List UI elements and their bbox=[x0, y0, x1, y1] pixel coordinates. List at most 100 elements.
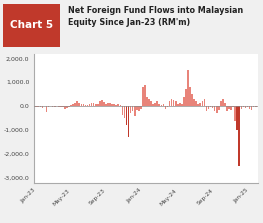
Bar bbox=[165, 106, 166, 109]
Bar bbox=[175, 101, 176, 106]
Bar bbox=[42, 106, 43, 108]
Bar bbox=[118, 104, 119, 106]
Bar bbox=[36, 106, 37, 107]
Bar bbox=[109, 103, 111, 106]
Bar bbox=[87, 105, 88, 106]
Bar bbox=[228, 106, 230, 109]
Bar bbox=[140, 106, 142, 109]
Bar bbox=[128, 106, 129, 137]
Bar bbox=[138, 106, 140, 111]
Bar bbox=[154, 103, 156, 106]
Bar bbox=[58, 106, 60, 107]
Bar bbox=[179, 103, 181, 106]
Bar bbox=[249, 106, 250, 109]
Bar bbox=[146, 97, 148, 106]
Text: Chart 5: Chart 5 bbox=[10, 20, 53, 30]
Bar bbox=[195, 101, 197, 106]
Bar bbox=[62, 106, 64, 107]
Bar bbox=[101, 100, 103, 106]
Bar bbox=[230, 106, 232, 110]
Bar bbox=[80, 104, 82, 106]
Bar bbox=[173, 100, 174, 106]
Bar bbox=[159, 104, 160, 106]
Bar bbox=[204, 99, 205, 106]
Bar bbox=[74, 103, 76, 106]
Bar bbox=[93, 103, 94, 106]
Bar bbox=[156, 101, 158, 106]
Bar bbox=[210, 106, 211, 107]
Bar bbox=[218, 106, 220, 110]
Bar bbox=[54, 106, 55, 107]
Bar bbox=[91, 103, 92, 106]
Bar bbox=[239, 106, 240, 166]
Bar bbox=[132, 106, 133, 111]
Bar bbox=[77, 101, 78, 106]
Bar bbox=[251, 106, 252, 110]
Bar bbox=[52, 106, 53, 107]
Bar bbox=[198, 104, 199, 106]
Bar bbox=[48, 106, 49, 107]
Bar bbox=[119, 105, 121, 106]
Bar bbox=[169, 101, 170, 106]
Bar bbox=[212, 106, 214, 108]
Bar bbox=[193, 99, 195, 106]
FancyBboxPatch shape bbox=[3, 4, 60, 47]
Bar bbox=[46, 106, 47, 112]
Bar bbox=[245, 106, 246, 108]
Bar bbox=[232, 106, 234, 107]
Bar bbox=[105, 104, 107, 106]
Bar bbox=[122, 106, 123, 115]
Bar bbox=[167, 106, 168, 107]
Bar bbox=[152, 104, 154, 106]
Bar bbox=[37, 106, 39, 107]
Bar bbox=[177, 104, 179, 106]
Bar bbox=[214, 106, 215, 111]
Bar bbox=[99, 101, 101, 106]
Bar bbox=[206, 106, 207, 111]
Bar bbox=[126, 106, 127, 125]
Bar bbox=[247, 106, 248, 107]
Bar bbox=[201, 101, 203, 106]
Bar bbox=[255, 106, 256, 107]
Bar bbox=[113, 104, 115, 106]
Bar bbox=[142, 87, 144, 106]
Bar bbox=[85, 105, 86, 106]
Bar bbox=[208, 106, 209, 109]
Bar bbox=[89, 104, 90, 106]
Bar bbox=[160, 105, 162, 106]
Bar bbox=[130, 106, 132, 114]
Bar bbox=[83, 104, 84, 106]
Bar bbox=[183, 97, 185, 106]
Bar bbox=[144, 85, 146, 106]
Bar bbox=[163, 104, 164, 106]
Bar bbox=[97, 104, 99, 106]
Bar bbox=[224, 103, 226, 106]
Bar bbox=[222, 99, 224, 106]
Bar bbox=[68, 106, 70, 107]
Bar bbox=[242, 106, 244, 107]
Bar bbox=[185, 89, 187, 106]
Bar bbox=[220, 101, 222, 106]
Bar bbox=[150, 101, 152, 106]
Bar bbox=[111, 104, 113, 106]
Bar bbox=[72, 104, 74, 106]
Bar bbox=[200, 103, 201, 106]
Bar bbox=[234, 106, 236, 121]
Bar bbox=[134, 106, 135, 116]
Bar bbox=[148, 99, 150, 106]
Bar bbox=[236, 106, 238, 130]
Bar bbox=[189, 87, 191, 106]
Bar bbox=[187, 70, 189, 106]
Bar bbox=[95, 104, 97, 106]
Bar bbox=[60, 106, 62, 107]
Bar bbox=[181, 104, 183, 106]
Bar bbox=[240, 106, 242, 109]
Bar bbox=[216, 106, 218, 114]
Text: Net Foreign Fund Flows into Malaysian
Equity Since Jan-23 (RM'm): Net Foreign Fund Flows into Malaysian Eq… bbox=[68, 6, 244, 27]
Bar bbox=[226, 106, 228, 111]
Bar bbox=[78, 103, 80, 106]
Bar bbox=[191, 94, 193, 106]
Bar bbox=[103, 102, 105, 106]
Bar bbox=[64, 106, 66, 109]
Bar bbox=[66, 106, 68, 108]
